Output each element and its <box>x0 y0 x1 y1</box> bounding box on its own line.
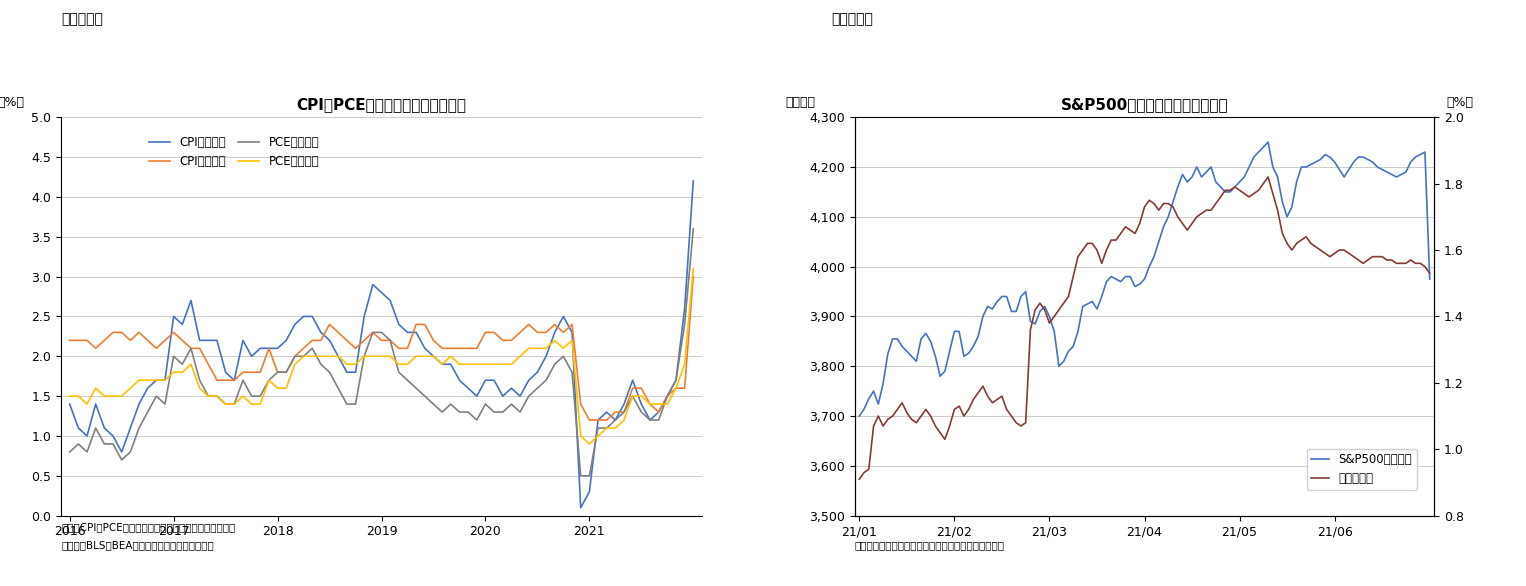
PCE（コア） <box>198 393 217 400</box>
Text: （%）: （%） <box>1447 96 1473 109</box>
CPI（コア） <box>632 384 650 391</box>
Text: （%）: （%） <box>0 96 24 109</box>
S&P500株価指数 <box>1421 275 1439 282</box>
S&P500株価指数 <box>1387 173 1405 180</box>
Line: PCE（総合）: PCE（総合） <box>70 229 693 476</box>
米長期金利 <box>906 419 925 426</box>
PCE（コア） <box>589 432 607 440</box>
CPI（コア） <box>589 417 607 424</box>
CPI（総合） <box>632 401 650 408</box>
米長期金利 <box>850 476 868 483</box>
CPI（総合） <box>61 401 79 408</box>
CPI（コア） <box>606 408 624 415</box>
S&P500株価指数 <box>1235 173 1253 180</box>
CPI（コア） <box>61 337 79 344</box>
CPI（コア） <box>269 369 287 376</box>
PCE（総合） <box>632 408 650 415</box>
CPI（コア） <box>198 361 217 368</box>
PCE（コア） <box>606 424 624 431</box>
CPI（総合） <box>198 337 217 344</box>
PCE（コア） <box>632 393 650 400</box>
S&P500株価指数 <box>906 357 925 364</box>
PCE（総合） <box>269 369 287 376</box>
CPI（コア） <box>372 337 391 344</box>
S&P500株価指数 <box>850 413 868 420</box>
PCE（コア） <box>580 441 598 448</box>
PCE（コア） <box>372 353 391 360</box>
Text: （図表４）: （図表４） <box>61 12 102 26</box>
PCE（総合） <box>684 225 702 232</box>
Title: S&P500株価指数および長期金利: S&P500株価指数および長期金利 <box>1061 97 1228 112</box>
PCE（総合） <box>198 393 217 400</box>
Text: （注）CPI、PCE価格指数のコアは食料、エネルギー除き: （注）CPI、PCE価格指数のコアは食料、エネルギー除き <box>61 522 235 532</box>
PCE（総合） <box>606 417 624 424</box>
S&P500株価指数 <box>1093 293 1111 300</box>
米長期金利 <box>1387 260 1405 267</box>
S&P500株価指数 <box>1259 139 1277 146</box>
Title: CPI、PCE価格指数（前年同月比）: CPI、PCE価格指数（前年同月比） <box>296 97 467 112</box>
Text: （指数）: （指数） <box>784 96 815 109</box>
CPI（コア） <box>684 273 702 280</box>
CPI（総合） <box>589 417 607 424</box>
米長期金利 <box>983 399 1001 406</box>
PCE（コア） <box>61 393 79 400</box>
CPI（総合） <box>269 345 287 352</box>
S&P500株価指数 <box>983 305 1001 312</box>
Legend: CPI（総合）, CPI（コア）, PCE（総合）, PCE（コア）: CPI（総合）, CPI（コア）, PCE（総合）, PCE（コア） <box>143 131 324 172</box>
Line: 米長期金利: 米長期金利 <box>859 177 1430 479</box>
Text: （図表５）: （図表５） <box>832 12 873 26</box>
Line: S&P500株価指数: S&P500株価指数 <box>859 142 1430 416</box>
米長期金利 <box>1207 200 1225 207</box>
Line: PCE（コア）: PCE（コア） <box>70 268 693 444</box>
PCE（コア） <box>684 265 702 272</box>
S&P500株価指数 <box>1207 178 1225 185</box>
米長期金利 <box>1259 173 1277 180</box>
米長期金利 <box>1235 190 1253 197</box>
CPI（総合） <box>372 289 391 296</box>
米長期金利 <box>1093 260 1111 267</box>
Text: （資料）ブルームバーグよりニッセイ基礎研究所作成: （資料）ブルームバーグよりニッセイ基礎研究所作成 <box>855 540 1004 550</box>
CPI（総合） <box>572 504 591 511</box>
PCE（コア） <box>269 384 287 391</box>
Line: CPI（コア）: CPI（コア） <box>70 277 693 420</box>
Line: CPI（総合）: CPI（総合） <box>70 181 693 507</box>
Legend: S&P500株価指数, 米長期金利: S&P500株価指数, 米長期金利 <box>1306 448 1418 490</box>
PCE（総合） <box>61 448 79 455</box>
Text: （資料）BLS、BEAよりニッセイ基礎研究所作成: （資料）BLS、BEAよりニッセイ基礎研究所作成 <box>61 540 214 550</box>
PCE（総合） <box>589 424 607 431</box>
CPI（総合） <box>684 178 702 185</box>
米長期金利 <box>1421 270 1439 277</box>
PCE（総合） <box>372 329 391 336</box>
PCE（総合） <box>572 472 591 479</box>
CPI（コア） <box>580 417 598 424</box>
CPI（総合） <box>606 417 624 424</box>
